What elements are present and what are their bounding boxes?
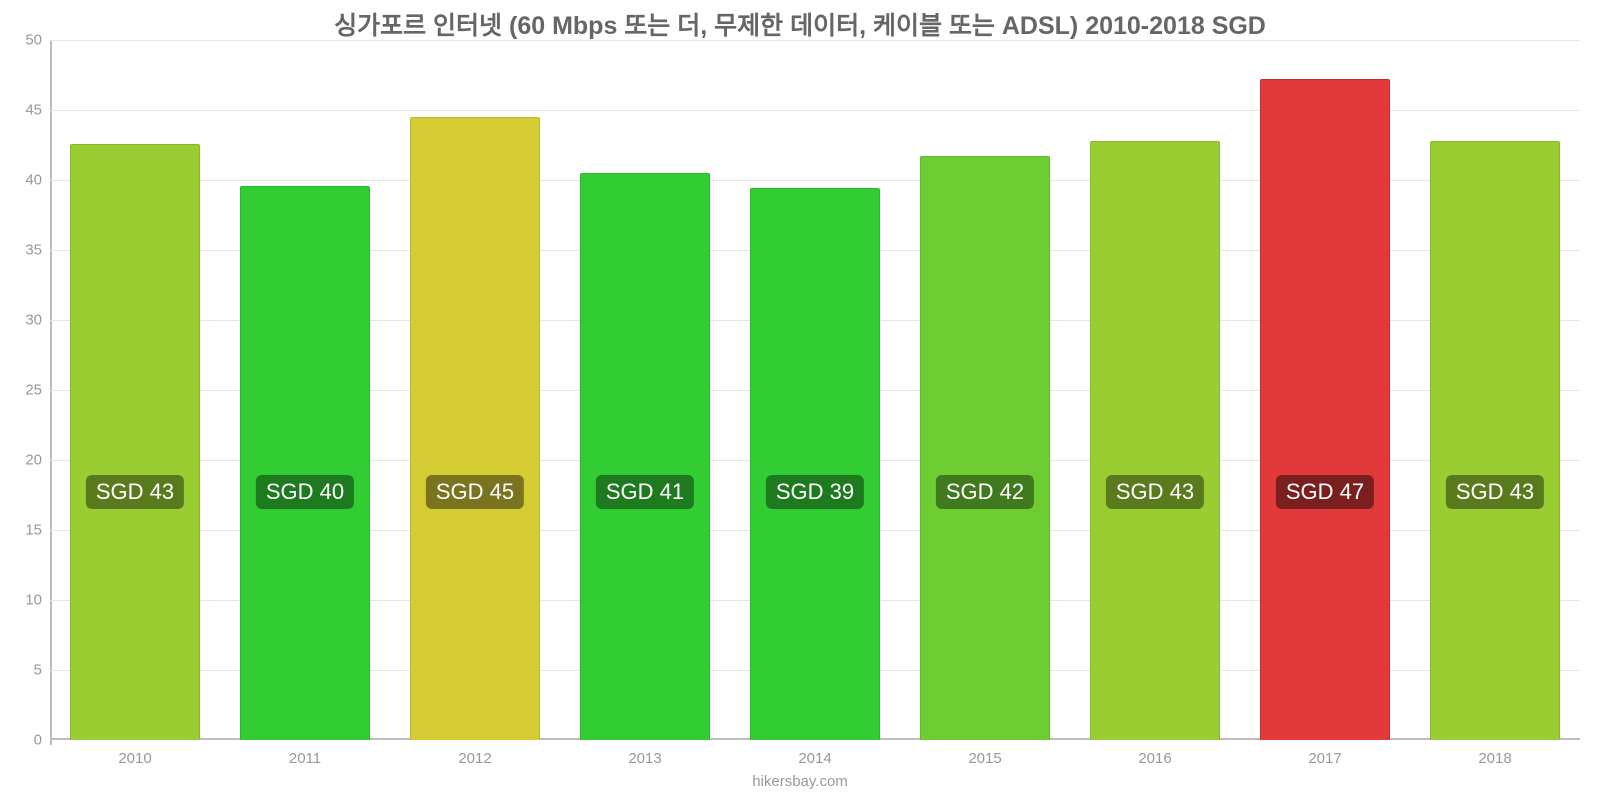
bar-slot: SGD 422015: [900, 40, 1070, 740]
x-tick-label: 2018: [1410, 750, 1580, 767]
x-tick-label: 2015: [900, 750, 1070, 767]
y-tick-label: 20: [25, 452, 42, 469]
x-tick-label: 2017: [1240, 750, 1410, 767]
y-tick-label: 40: [25, 172, 42, 189]
bar: [750, 188, 879, 740]
bar-slot: SGD 402011: [220, 40, 390, 740]
bar-value-label: SGD 41: [596, 475, 694, 509]
bar: [580, 173, 709, 740]
y-tick-label: 30: [25, 312, 42, 329]
chart-footer: hikersbay.com: [0, 773, 1600, 790]
y-tick-label: 35: [25, 242, 42, 259]
bar-value-label: SGD 43: [1446, 475, 1544, 509]
bar-value-label: SGD 42: [936, 475, 1034, 509]
bar-value-label: SGD 45: [426, 475, 524, 509]
bar-value-label: SGD 39: [766, 475, 864, 509]
x-tick-label: 2011: [220, 750, 390, 767]
bar-slot: SGD 412013: [560, 40, 730, 740]
bar-slot: SGD 472017: [1240, 40, 1410, 740]
y-tick-label: 50: [25, 32, 42, 49]
x-tick-label: 2013: [560, 750, 730, 767]
x-tick-label: 2014: [730, 750, 900, 767]
bar-slot: SGD 432016: [1070, 40, 1240, 740]
bar-slot: SGD 432010: [50, 40, 220, 740]
bar: [1260, 79, 1389, 740]
bar-slot: SGD 392014: [730, 40, 900, 740]
bar: [70, 144, 199, 740]
bar-slot: SGD 432018: [1410, 40, 1580, 740]
bar-value-label: SGD 43: [1106, 475, 1204, 509]
chart-title: 싱가포르 인터넷 (60 Mbps 또는 더, 무제한 데이터, 케이블 또는 …: [0, 6, 1600, 42]
x-tick-label: 2010: [50, 750, 220, 767]
y-tick-label: 45: [25, 102, 42, 119]
bar: [240, 186, 369, 740]
y-tick-label: 0: [34, 732, 42, 749]
y-tick-label: 5: [34, 662, 42, 679]
x-tick-label: 2012: [390, 750, 560, 767]
y-tick-label: 10: [25, 592, 42, 609]
bar-chart: 싱가포르 인터넷 (60 Mbps 또는 더, 무제한 데이터, 케이블 또는 …: [0, 0, 1600, 800]
x-tick-label: 2016: [1070, 750, 1240, 767]
bar-slot: SGD 452012: [390, 40, 560, 740]
bar: [1430, 141, 1559, 740]
bar: [1090, 141, 1219, 740]
bar-value-label: SGD 43: [86, 475, 184, 509]
bar-value-label: SGD 40: [256, 475, 354, 509]
y-tick-label: 15: [25, 522, 42, 539]
bar-value-label: SGD 47: [1276, 475, 1374, 509]
bar: [410, 117, 539, 740]
y-tick-label: 25: [25, 382, 42, 399]
plot-area: 05101520253035404550SGD 432010SGD 402011…: [50, 40, 1580, 740]
bar: [920, 156, 1049, 740]
